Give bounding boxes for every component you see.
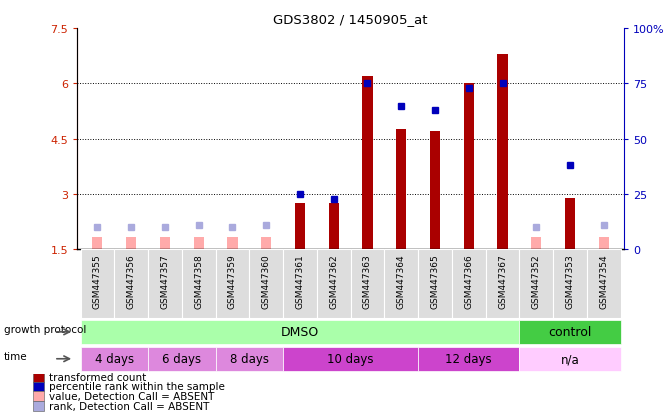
Bar (396, 130, 407, 250)
Text: value, Detection Call = ABSENT: value, Detection Call = ABSENT (49, 392, 215, 401)
Bar (362, 77, 372, 250)
Bar (126, 237, 136, 250)
Text: n/a: n/a (561, 352, 579, 366)
Bar (329, 204, 339, 250)
Text: GSM447363: GSM447363 (363, 253, 372, 308)
Text: percentile rank within the sample: percentile rank within the sample (49, 382, 225, 392)
Text: GSM447367: GSM447367 (498, 253, 507, 308)
Bar (531, 237, 541, 250)
Bar (553, 250, 587, 318)
Text: GSM447366: GSM447366 (464, 253, 473, 308)
Text: 8 days: 8 days (230, 352, 269, 366)
Bar (81, 250, 114, 318)
Bar (519, 250, 553, 318)
Text: GSM447354: GSM447354 (599, 253, 609, 308)
Bar (148, 250, 182, 318)
Bar (250, 250, 283, 318)
Text: time: time (4, 351, 28, 361)
Text: GSM447356: GSM447356 (127, 253, 136, 308)
Text: 6 days: 6 days (162, 352, 201, 366)
Text: control: control (548, 325, 592, 339)
Bar (81, 320, 519, 344)
Text: GSM447353: GSM447353 (566, 253, 574, 308)
Bar (587, 250, 621, 318)
Text: GSM447357: GSM447357 (160, 253, 170, 308)
Bar (194, 237, 204, 250)
Bar (464, 84, 474, 250)
Bar (227, 237, 238, 250)
Text: 12 days: 12 days (446, 352, 492, 366)
Bar (418, 250, 452, 318)
Bar (519, 320, 621, 344)
Bar (599, 237, 609, 250)
Bar (33, 382, 44, 392)
Bar (452, 250, 486, 318)
Bar (430, 132, 440, 250)
Text: rank, Detection Call = ABSENT: rank, Detection Call = ABSENT (49, 401, 209, 411)
Bar (418, 347, 519, 371)
Bar (486, 250, 519, 318)
Bar (283, 250, 317, 318)
Bar (182, 250, 215, 318)
Bar (283, 347, 418, 371)
Bar (215, 250, 250, 318)
Bar (81, 347, 148, 371)
Title: GDS3802 / 1450905_at: GDS3802 / 1450905_at (273, 13, 428, 26)
Bar (295, 204, 305, 250)
Bar (519, 347, 621, 371)
Text: GSM447361: GSM447361 (295, 253, 305, 308)
Bar (148, 347, 215, 371)
Bar (33, 401, 44, 411)
Bar (317, 250, 351, 318)
Text: GSM447358: GSM447358 (194, 253, 203, 308)
Bar (497, 55, 507, 250)
Text: growth protocol: growth protocol (4, 325, 87, 335)
Bar (93, 237, 103, 250)
Text: GSM447362: GSM447362 (329, 253, 338, 308)
Text: transformed count: transformed count (49, 372, 146, 382)
Bar (114, 250, 148, 318)
Text: GSM447360: GSM447360 (262, 253, 270, 308)
Bar (160, 237, 170, 250)
Bar (33, 372, 44, 382)
Bar (261, 237, 271, 250)
Bar (565, 198, 575, 250)
Bar (215, 347, 283, 371)
Text: DMSO: DMSO (281, 325, 319, 339)
Bar (33, 392, 44, 401)
Text: 10 days: 10 days (327, 352, 374, 366)
Text: GSM447364: GSM447364 (397, 253, 406, 308)
Bar (351, 250, 384, 318)
Text: GSM447359: GSM447359 (228, 253, 237, 308)
Text: GSM447355: GSM447355 (93, 253, 102, 308)
Bar (384, 250, 418, 318)
Text: GSM447352: GSM447352 (531, 253, 541, 308)
Text: GSM447365: GSM447365 (431, 253, 440, 308)
Text: 4 days: 4 days (95, 352, 134, 366)
